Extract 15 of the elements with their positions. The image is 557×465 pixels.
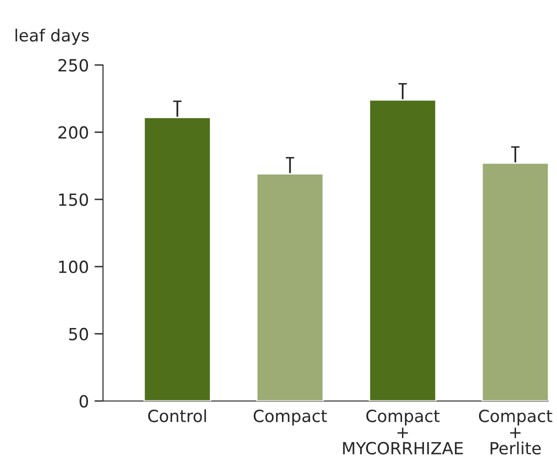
y-axis-title: leaf days — [16, 28, 89, 45]
bar — [256, 173, 324, 401]
x-tick-label: Compact — [254, 410, 327, 426]
y-tick-label: 100 — [59, 260, 88, 274]
x-tick-label: Control — [148, 409, 206, 422]
bar — [481, 162, 548, 401]
x-tick-label: Compact + MYCORRHIZAE — [343, 410, 463, 454]
y-tick-label: 50 — [69, 328, 88, 340]
bar — [368, 99, 437, 401]
x-tick-label: Compact + Perlite — [478, 410, 552, 454]
y-tick-label: 0 — [80, 394, 88, 408]
y-tick-label: 250 — [58, 58, 88, 72]
bar — [143, 116, 212, 401]
y-tick-label: 150 — [59, 193, 88, 206]
y-tick-label: 200 — [58, 126, 88, 139]
